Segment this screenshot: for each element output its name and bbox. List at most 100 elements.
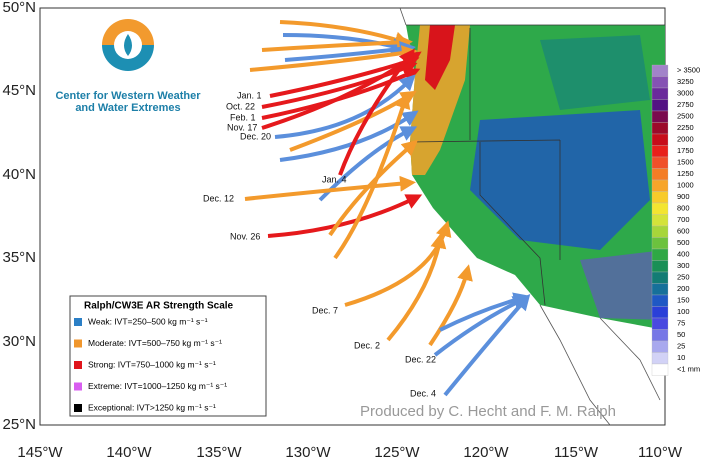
- legend-label: Extreme: IVT=1000–1250 kg m⁻¹ s⁻¹: [88, 381, 227, 391]
- event-label: Dec. 12: [203, 193, 234, 203]
- lat-label: 30°N: [2, 333, 36, 350]
- legend-label: Strong: IVT=750–1000 kg m⁻¹ s⁻¹: [88, 359, 216, 369]
- colorbar-label: 1750: [677, 146, 694, 155]
- colorbar-swatch: [651, 156, 669, 169]
- lat-label: 40°N: [2, 166, 36, 183]
- colorbar-swatch: [651, 317, 669, 330]
- colorbar-label: 2250: [677, 123, 694, 132]
- lon-label: 125°W: [374, 444, 420, 461]
- colorbar-swatch: [651, 260, 669, 273]
- colorbar-swatch: [651, 283, 669, 296]
- legend-title: Ralph/CW3E AR Strength Scale: [84, 301, 234, 312]
- colorbar-swatch: [651, 214, 669, 227]
- event-label: Oct. 22: [226, 101, 255, 111]
- colorbar-label: 200: [677, 284, 690, 293]
- event-label: Dec. 4: [410, 388, 436, 398]
- colorbar-label: 25: [677, 342, 685, 351]
- interior-precip: [540, 35, 650, 110]
- legend-label: Exceptional: IVT>1250 kg m⁻¹ s⁻¹: [88, 402, 216, 412]
- colorbar-swatch: [651, 340, 669, 353]
- credit: Produced by C. Hecht and F. M. Ralph: [360, 403, 616, 420]
- event-label: Dec. 20: [240, 131, 271, 141]
- colorbar-swatch: [651, 248, 669, 261]
- colorbar-swatch: [651, 179, 669, 192]
- lat-label: 45°N: [2, 82, 36, 99]
- colorbar-label: 10: [677, 353, 685, 362]
- colorbar-swatch: [651, 87, 669, 100]
- colorbar-swatch: [651, 191, 669, 204]
- colorbar-swatch: [651, 329, 669, 342]
- colorbar-swatch: [651, 64, 669, 77]
- colorbar-label: 50: [677, 330, 685, 339]
- colorbar-swatch: [651, 133, 669, 146]
- colorbar-label: > 3500: [677, 66, 700, 75]
- desert-region: [580, 250, 665, 320]
- logo-text: Center for Western Weather: [55, 90, 201, 102]
- coastal-precip: [410, 25, 470, 175]
- colorbar-swatch: [651, 168, 669, 181]
- event-label: Jan. 4: [322, 174, 347, 184]
- legend-swatch: [74, 404, 82, 412]
- colorbar-swatch: [651, 294, 669, 307]
- legend-swatch: [74, 382, 82, 391]
- colorbar-swatch: [651, 76, 669, 89]
- colorbar-label: 500: [677, 238, 690, 247]
- colorbar-swatch: [651, 145, 669, 158]
- legend: Ralph/CW3E AR Strength Scale Weak: IVT=2…: [69, 295, 267, 417]
- legend-swatch: [74, 318, 82, 326]
- heavy-precip: [425, 25, 455, 90]
- colorbar-swatch: [651, 225, 669, 238]
- colorbar-label: 250: [677, 273, 690, 282]
- event-label: Feb. 1: [230, 112, 256, 122]
- event-label: Nov. 17: [227, 122, 257, 132]
- legend-swatch: [74, 339, 82, 348]
- lon-label: 130°W: [285, 444, 331, 461]
- event-label: Nov. 26: [230, 231, 260, 241]
- colorbar-label: 3250: [677, 77, 694, 86]
- colorbar-swatch: [651, 110, 669, 123]
- colorbar-label: 100: [677, 307, 690, 316]
- lon-label: 145°W: [17, 444, 63, 461]
- colorbar-swatch: [651, 352, 669, 365]
- lon-label: 110°W: [638, 444, 683, 461]
- colorbar-label: 1250: [677, 169, 694, 178]
- colorbar-label: 700: [677, 215, 690, 224]
- lat-label: 50°N: [2, 0, 36, 16]
- colorbar-label: 3000: [677, 89, 694, 98]
- lat-label: 25°N: [2, 416, 36, 433]
- event-label: Dec. 2: [354, 340, 380, 350]
- colorbar-label: 75: [677, 319, 685, 328]
- legend-box: [69, 295, 267, 417]
- colorbar-swatch: [651, 99, 669, 112]
- lon-label: 120°W: [463, 444, 509, 461]
- colorbar-swatch: [651, 202, 669, 215]
- colorbar-label: 400: [677, 250, 690, 259]
- colorbar-label: 800: [677, 204, 690, 213]
- legend-swatch: [74, 361, 82, 369]
- coastline: [399, 7, 661, 426]
- colorbar-swatch: [651, 271, 669, 284]
- legend-label: Weak: IVT=250–500 kg m⁻¹ s⁻¹: [88, 316, 208, 326]
- logo-text: and Water Extremes: [75, 102, 180, 114]
- colorbar-label: 2000: [677, 135, 694, 144]
- colorbar-label: 900: [677, 192, 690, 201]
- colorbar-label: 150: [677, 296, 690, 305]
- lon-label: 135°W: [196, 444, 242, 461]
- logo: Center for Western Weather and Water Ext…: [55, 19, 201, 114]
- colorbar-swatch: [651, 306, 669, 319]
- event-label: Dec. 7: [312, 305, 338, 315]
- colorbar-label: 300: [677, 261, 690, 270]
- legend-label: Moderate: IVT=500–750 kg m⁻¹ s⁻¹: [88, 338, 222, 348]
- colorbar-label: 600: [677, 227, 690, 236]
- colorbar-label: 2750: [677, 100, 694, 109]
- colorbar-label: <1 mm: [677, 365, 700, 374]
- ar-arrows: [244, 20, 531, 397]
- colorbar-label: 1000: [677, 181, 694, 190]
- event-label: Dec. 22: [405, 354, 436, 364]
- event-label: Jan. 1: [237, 90, 262, 100]
- colorbar-swatch: [651, 237, 669, 250]
- colorbar-swatch: [651, 122, 669, 135]
- borders: [406, 24, 665, 306]
- lat-label: 35°N: [2, 249, 36, 266]
